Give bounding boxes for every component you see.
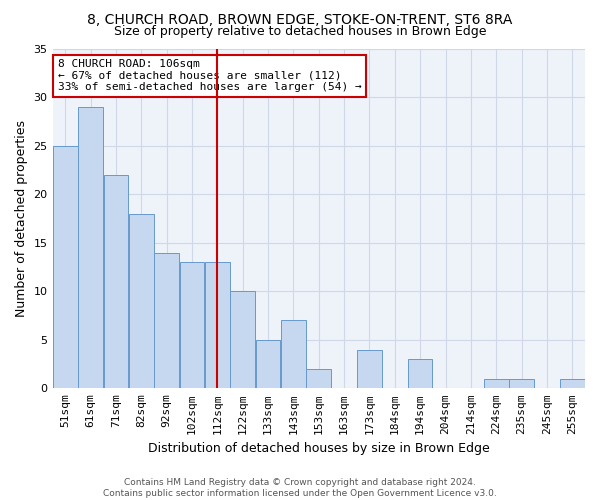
Bar (281, 320, 306, 388)
Bar (179, 262, 204, 388)
Bar (230, 292, 255, 388)
Text: Contains HM Land Registry data © Crown copyright and database right 2024.
Contai: Contains HM Land Registry data © Crown c… (103, 478, 497, 498)
Bar (129, 214, 154, 388)
Bar (408, 359, 433, 388)
Text: Size of property relative to detached houses in Brown Edge: Size of property relative to detached ho… (114, 25, 486, 38)
Bar (509, 378, 534, 388)
Text: 8 CHURCH ROAD: 106sqm
← 67% of detached houses are smaller (112)
33% of semi-det: 8 CHURCH ROAD: 106sqm ← 67% of detached … (58, 59, 362, 92)
Bar (256, 340, 280, 388)
Bar (104, 175, 128, 388)
Bar (357, 350, 382, 389)
Bar (53, 146, 77, 388)
Y-axis label: Number of detached properties: Number of detached properties (15, 120, 28, 317)
Bar (154, 252, 179, 388)
Text: 8, CHURCH ROAD, BROWN EDGE, STOKE-ON-TRENT, ST6 8RA: 8, CHURCH ROAD, BROWN EDGE, STOKE-ON-TRE… (88, 12, 512, 26)
Bar (484, 378, 509, 388)
X-axis label: Distribution of detached houses by size in Brown Edge: Distribution of detached houses by size … (148, 442, 490, 455)
Bar (78, 107, 103, 388)
Bar (307, 369, 331, 388)
Bar (560, 378, 584, 388)
Bar (205, 262, 230, 388)
